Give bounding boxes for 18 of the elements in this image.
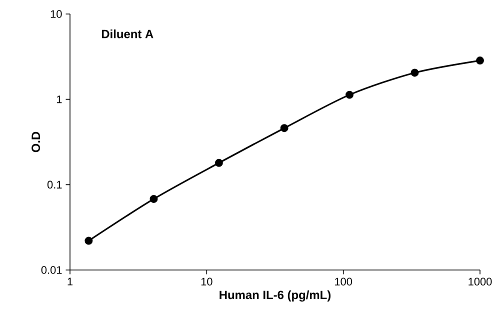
point [346,90,354,99]
point [280,124,288,132]
point [84,236,93,245]
x-axis-title: Human IL-6 (pg/mL) [220,290,331,302]
point [150,194,158,203]
x-tick-label: 1000 [468,278,492,286]
y-tick-label: 0.1 [47,180,62,189]
y-tick-label: 1 [56,96,62,104]
y-tick-label: 10 [50,10,62,18]
y-tick-label: 0.01 [41,266,62,274]
x-tick-label: 100 [335,278,352,286]
point [476,56,484,65]
point [214,158,223,167]
text: Diluent A [102,29,154,38]
x-tick-label: 1 [68,278,73,286]
x-tick-label: 10 [201,278,212,286]
y-axis-title: O.D [32,132,40,152]
point [410,68,419,77]
